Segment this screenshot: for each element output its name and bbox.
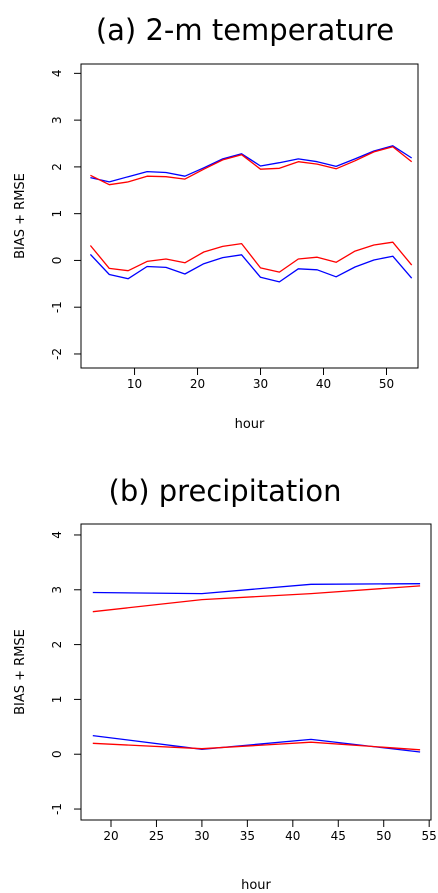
x-tick-label: 10: [127, 377, 142, 391]
x-tick-label: 30: [253, 377, 268, 391]
x-tick-label: 30: [194, 829, 209, 843]
y-tick-label: 1: [50, 696, 64, 704]
y-axis-label: BIAS + RMSE: [13, 173, 28, 259]
x-tick-label: 55: [422, 829, 437, 843]
y-tick-label: -1: [50, 301, 64, 313]
plot-frame: [80, 63, 419, 369]
series-line-0: [92, 583, 421, 595]
y-tick-label: 4: [50, 531, 64, 539]
chart-1: (b) precipitation 20 25 30 35 40 45 50 55 -1 0 1 2 3 4…: [13, 474, 437, 893]
chart-0: (a) 2-m temperature 10 20 30 40 50 -2 -1 0 1 2 3 4 ho…: [13, 13, 419, 432]
series-line-3: [92, 741, 421, 751]
x-tick-label: 50: [379, 377, 394, 391]
y-tick-label: 2: [50, 163, 64, 171]
y-tick-label: -2: [50, 348, 64, 360]
y-axis-label: BIAS + RMSE: [13, 629, 28, 715]
y-tick-label: 0: [50, 257, 64, 265]
series-line-2: [92, 734, 421, 753]
x-tick-label: 45: [331, 829, 346, 843]
x-tick-label: 50: [376, 829, 391, 843]
x-tick-label: 20: [103, 829, 118, 843]
x-tick-label: 25: [149, 829, 164, 843]
series-line-0: [90, 145, 413, 183]
series-line-1: [92, 585, 421, 613]
plot-frame: [80, 523, 432, 821]
x-axis-label: hour: [235, 417, 265, 432]
series-line-2: [89, 241, 413, 273]
x-tick-label: 35: [240, 829, 255, 843]
y-tick-label: 3: [50, 586, 64, 594]
y-tick-label: 1: [50, 210, 64, 218]
y-tick-label: -1: [50, 803, 64, 815]
series-line-1: [90, 146, 413, 186]
x-tick-label: 40: [285, 829, 300, 843]
chart-title: (a) 2-m temperature: [96, 13, 394, 47]
y-tick-label: 2: [50, 641, 64, 649]
x-axis-label: hour: [241, 878, 271, 893]
y-tick-label: 3: [50, 116, 64, 124]
y-tick-label: 0: [50, 750, 64, 758]
x-tick-label: 40: [316, 377, 331, 391]
y-tick-label: 4: [50, 70, 64, 78]
chart-title: (b) precipitation: [109, 474, 342, 508]
series-line-3: [89, 253, 413, 283]
x-tick-label: 20: [190, 377, 205, 391]
